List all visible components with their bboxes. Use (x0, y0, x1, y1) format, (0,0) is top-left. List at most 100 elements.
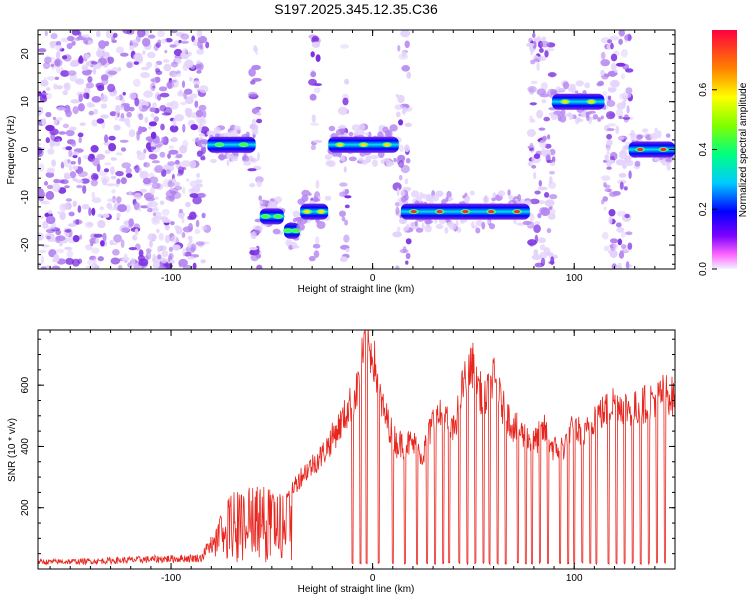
noise-blob (159, 151, 166, 158)
noise-blob (93, 108, 98, 115)
noise-blob (194, 83, 200, 89)
noise-blob (620, 149, 625, 155)
noise-blob (255, 176, 264, 183)
noise-blob (152, 253, 156, 260)
spectrogram-y-tick-label: 0 (20, 146, 31, 152)
noise-blob (154, 144, 162, 148)
snr-y-tick-label: 200 (20, 499, 31, 516)
noise-blob (547, 72, 557, 78)
noise-blob (138, 265, 143, 269)
noise-blob (160, 123, 165, 131)
ridge-halo-blob (382, 126, 389, 134)
noise-blob (538, 180, 542, 187)
noise-blob (600, 69, 605, 76)
noise-blob (41, 118, 47, 126)
noise-blob (169, 125, 179, 133)
noise-blob (149, 176, 159, 184)
ridge-halo-blob (562, 81, 570, 90)
noise-blob (52, 116, 57, 120)
colorbar-ticks: 0.0 0.2 0.4 0.6 (698, 82, 717, 276)
noise-blob (72, 151, 79, 155)
noise-blob (168, 246, 173, 252)
noise-blob (145, 197, 156, 202)
noise-blob (617, 238, 623, 246)
noise-blob (56, 85, 63, 90)
noise-blob (92, 157, 100, 167)
noise-blob (51, 182, 61, 192)
noise-blob (138, 125, 143, 135)
noise-blob (129, 45, 135, 51)
noise-blob (615, 265, 623, 269)
noise-blob (527, 239, 537, 246)
colorbar-tick-label: 0.4 (698, 142, 709, 156)
noise-blob (195, 64, 202, 69)
noise-blob (527, 160, 534, 166)
noise-blob (100, 240, 105, 247)
noise-blob (174, 114, 184, 122)
noise-blob (173, 181, 181, 187)
noise-blob (100, 114, 109, 119)
ridge-peak (360, 143, 367, 147)
noise-blob (77, 205, 82, 213)
ridge-halo-blob (272, 228, 281, 235)
noise-blob (180, 101, 187, 106)
noise-blob (402, 246, 407, 253)
noise-blob (49, 40, 58, 47)
noise-blob (69, 61, 79, 67)
ridge-halo-blob (491, 197, 496, 202)
noise-blob (45, 111, 52, 118)
noise-blob (132, 234, 138, 241)
noise-blob (86, 101, 93, 108)
noise-blob (539, 251, 548, 260)
noise-blob (150, 82, 156, 92)
noise-blob (161, 136, 166, 144)
noise-blob (339, 182, 348, 187)
noise-blob (107, 198, 116, 202)
noise-blob (404, 178, 409, 185)
noise-blob (610, 62, 617, 72)
noise-blob (166, 102, 173, 107)
noise-blob (404, 144, 410, 153)
ridge-halo-blob (435, 223, 444, 230)
noise-blob (43, 76, 47, 84)
noise-blob (130, 257, 136, 267)
noise-blob (77, 103, 85, 112)
noise-blob (313, 250, 320, 258)
noise-blob (615, 222, 622, 228)
noise-blob (62, 90, 68, 96)
noise-blob (69, 165, 73, 172)
noise-blob (143, 90, 154, 98)
noise-blob (532, 32, 536, 38)
noise-blob (46, 167, 55, 174)
noise-blob (126, 111, 132, 118)
noise-blob (178, 258, 188, 267)
noise-blob (159, 200, 165, 206)
noise-blob (100, 74, 109, 81)
noise-blob (610, 238, 618, 244)
noise-blob (60, 70, 70, 77)
noise-blob (128, 92, 137, 100)
ridge-halo-blob (365, 155, 372, 163)
noise-blob (165, 169, 171, 175)
noise-blob (159, 92, 170, 98)
noise-blob (148, 121, 157, 127)
ridge-halo-blob (259, 226, 263, 231)
noise-blob (67, 159, 71, 164)
noise-blob (623, 249, 629, 253)
ridge-halo-blob (249, 124, 259, 130)
noise-blob (38, 142, 42, 147)
noise-blob (56, 117, 63, 121)
noise-blob (140, 66, 150, 71)
ridge-halo-blob (414, 220, 418, 227)
noise-blob (181, 232, 186, 238)
noise-blob (185, 178, 190, 182)
noise-blob (70, 99, 81, 104)
noise-blob (256, 118, 263, 124)
noise-blob (610, 79, 620, 88)
noise-blob (181, 160, 191, 168)
noise-blob (79, 122, 86, 126)
noise-blob (118, 264, 123, 269)
noise-blob (199, 85, 209, 94)
noise-blob (142, 177, 152, 185)
